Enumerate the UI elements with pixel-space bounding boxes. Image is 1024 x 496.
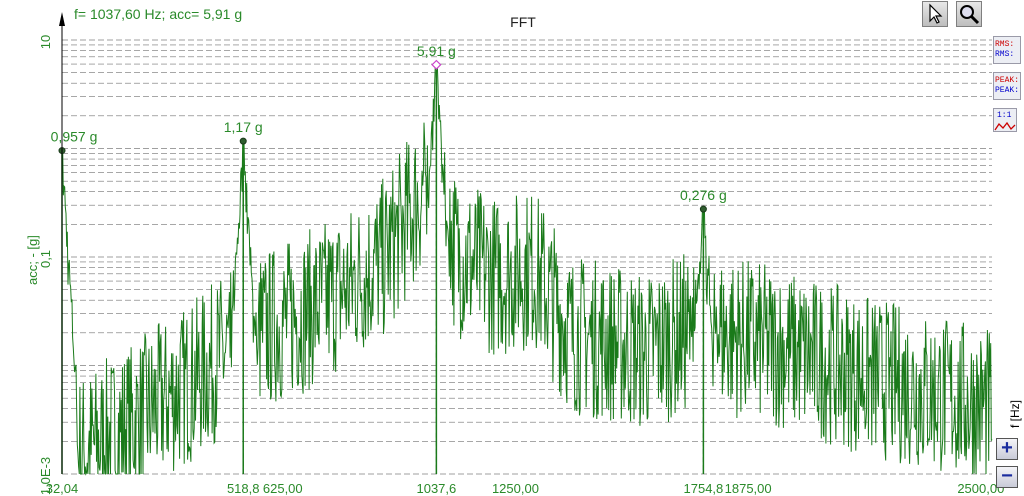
- peak-bottom-label: PEAK:: [995, 86, 1020, 95]
- y-tick-label: 1,0E-3: [38, 457, 53, 495]
- fit-scale-button[interactable]: 1:1: [993, 108, 1017, 132]
- zoom-tool-button[interactable]: [956, 1, 982, 27]
- zoom-out-button[interactable]: −: [996, 466, 1018, 488]
- x-tick-label: 518,8: [227, 481, 260, 496]
- x-tick-label: 625,00: [263, 481, 303, 496]
- y-axis-arrow-icon: [59, 12, 65, 26]
- peak-label: 0,276 g: [680, 187, 727, 203]
- x-tick-label: 1875,00: [725, 481, 772, 496]
- peak-top-label: PEAK:: [995, 76, 1020, 85]
- peak-label: 1,17 g: [224, 119, 263, 135]
- x-tick-label: 1754,8: [684, 481, 724, 496]
- x-axis-unit-label: f [Hz]: [1006, 388, 1022, 432]
- y-axis-label: acc; - [g]: [25, 235, 40, 285]
- y-tick-label: 0,1: [38, 250, 53, 268]
- peak-dot: [239, 137, 247, 145]
- spectrum-series: [62, 64, 993, 476]
- peak-dot: [699, 205, 707, 213]
- pointer-tool-button[interactable]: [922, 1, 948, 27]
- zoom-in-button[interactable]: +: [996, 438, 1018, 460]
- magnifier-icon: [960, 5, 980, 25]
- readout-text: f= 1037,60 Hz; acc= 5,91 g: [74, 6, 242, 22]
- fit-scale-label: 1:1: [997, 111, 1012, 120]
- plus-icon: +: [1001, 437, 1013, 459]
- rms-bottom-label: RMS:: [995, 50, 1015, 59]
- peak-label: 0,957 g: [51, 129, 98, 145]
- rms-top-label: RMS:: [995, 40, 1015, 49]
- y-tick-label: 10: [38, 35, 53, 49]
- axes: [59, 12, 65, 474]
- minus-icon: −: [1001, 465, 1013, 487]
- cursor-arrow-icon: [929, 3, 943, 24]
- peak-label: 5,91 g: [417, 43, 456, 59]
- axis-labels: f= 1037,60 Hz; acc= 5,91 g FFT acc; - [g…: [25, 6, 1004, 496]
- x-axis-unit-text: f [Hz]: [1008, 399, 1022, 428]
- x-tick-label: 32,04: [46, 481, 79, 496]
- spectrum-line: [62, 64, 993, 476]
- rms-button[interactable]: RMS: RMS:: [993, 36, 1021, 64]
- peak-button[interactable]: PEAK: PEAK:: [993, 72, 1021, 100]
- mini-chart-icon: [994, 121, 1016, 131]
- cursor-marker: [431, 59, 442, 70]
- chart-title: FFT: [510, 14, 536, 30]
- x-tick-label: 2500,00: [957, 481, 1004, 496]
- x-tick-label: 1037,6: [416, 481, 456, 496]
- x-tick-label: 1250,00: [492, 481, 539, 496]
